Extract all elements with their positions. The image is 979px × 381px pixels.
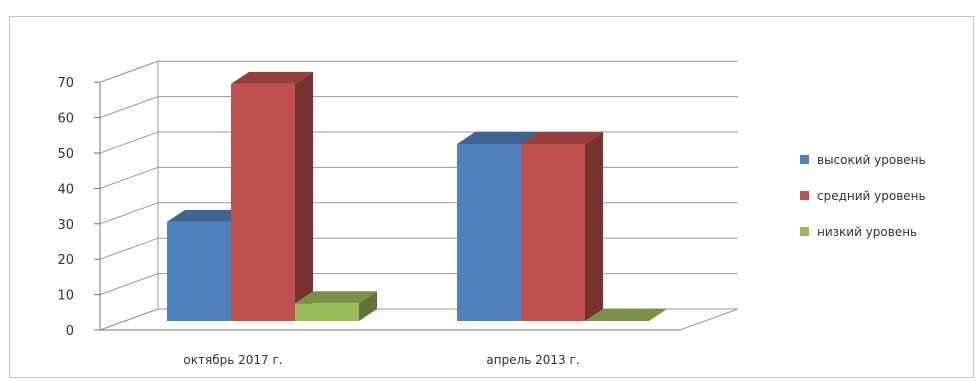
y-tick-label: 0 — [66, 324, 74, 339]
legend-swatch — [800, 227, 809, 236]
bar — [521, 132, 603, 321]
bar-front — [457, 144, 521, 321]
y-tick-label: 60 — [57, 112, 74, 127]
bar-front — [521, 144, 585, 321]
bar-top — [295, 291, 377, 304]
x-axis: октябрь 2017 г. апрель 2013 г. — [100, 329, 680, 367]
y-tick-label: 30 — [57, 218, 74, 233]
y-axis: 0 10 20 30 40 50 60 70 — [57, 76, 101, 339]
bar-front — [295, 303, 359, 321]
legend-label: высокий уровень — [817, 153, 926, 167]
bar-top — [521, 132, 603, 144]
bar — [231, 71, 313, 321]
gridline — [99, 166, 738, 189]
bar-front — [167, 221, 231, 321]
x-tick-label: апрель 2013 г. — [486, 353, 579, 367]
x-tick-label: октябрь 2017 г. — [183, 353, 282, 367]
y-tick-label: 50 — [57, 147, 74, 162]
legend-label: средний уровень — [817, 189, 926, 203]
legend-label: низкий уровень — [817, 225, 917, 239]
bar-side — [295, 71, 313, 321]
legend: высокий уровень средний уровень низкий уро… — [800, 153, 926, 239]
bar-front — [231, 83, 295, 321]
legend-swatch — [800, 191, 809, 200]
y-tick-label: 10 — [57, 289, 74, 304]
bars — [167, 71, 667, 321]
bar-top — [457, 132, 539, 144]
bar-side — [359, 291, 377, 321]
y-tick-label: 70 — [57, 76, 74, 91]
bar-side — [585, 132, 603, 321]
bar-top — [585, 309, 667, 321]
bar — [295, 291, 377, 321]
y-tick-label: 20 — [57, 253, 74, 268]
gridline — [99, 131, 738, 154]
gridline — [99, 60, 738, 83]
bar-top — [167, 209, 249, 222]
legend-swatch — [800, 155, 809, 164]
bar — [585, 309, 667, 321]
side-wall — [99, 60, 159, 331]
bar-top — [231, 71, 313, 84]
gridline — [99, 96, 738, 119]
y-tick-label: 40 — [57, 182, 74, 197]
